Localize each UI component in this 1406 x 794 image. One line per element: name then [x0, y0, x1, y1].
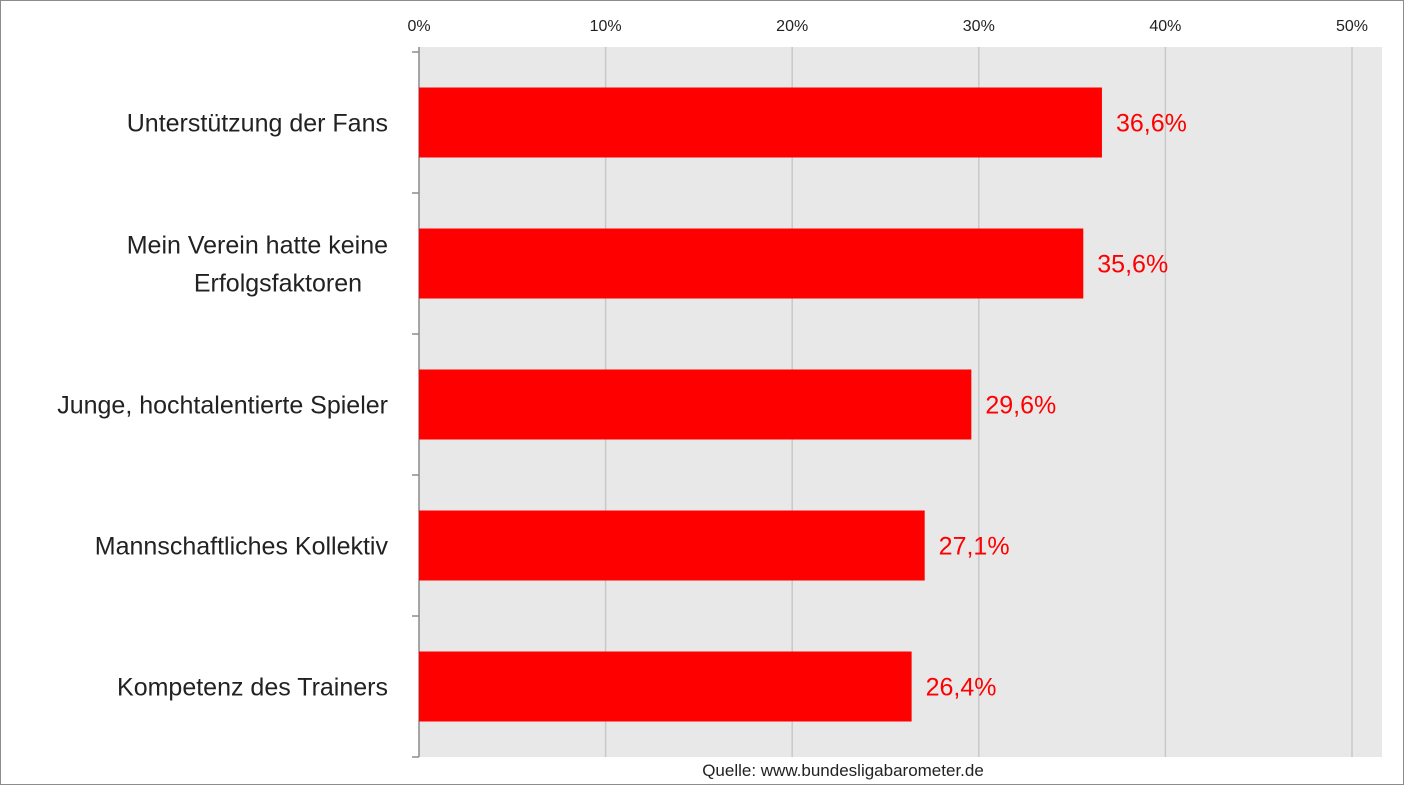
bar [419, 651, 912, 722]
data-label: 36,6% [1116, 110, 1187, 138]
category-label: Mein Verein hatte keine Erfolgsfaktoren [127, 232, 388, 298]
data-label: 26,4% [926, 674, 997, 702]
category-label: Mannschaftliches Kollektiv [95, 533, 389, 561]
category-label: Junge, hochtalentierte Spieler [57, 392, 388, 420]
bars [419, 87, 1102, 722]
x-tick-label: 0% [407, 18, 430, 35]
category-label: Kompetenz des Trainers [117, 674, 388, 702]
bar [419, 228, 1084, 299]
data-label: 27,1% [939, 533, 1010, 561]
x-tick-label: 30% [963, 18, 995, 35]
x-tick-label: 40% [1149, 18, 1181, 35]
bar [419, 510, 925, 581]
value-labels: 36,6% 35,6% 29,6% 27,1% 26,4% [926, 110, 1187, 702]
bar [419, 87, 1102, 158]
data-label: 35,6% [1097, 251, 1168, 279]
x-tick-label: 10% [590, 18, 622, 35]
x-axis-ticks: 0% 10% 20% 30% 40% 50% [407, 18, 1368, 758]
x-tick-label: 20% [776, 18, 808, 35]
data-label: 29,6% [985, 392, 1056, 420]
source-note: Quelle: www.bundesligabarometer.de [702, 761, 984, 780]
bar [419, 369, 972, 440]
category-labels: Unterstützung der Fans Mein Verein hatte … [57, 110, 388, 702]
category-label: Unterstützung der Fans [127, 110, 388, 138]
x-tick-label: 50% [1336, 18, 1368, 35]
